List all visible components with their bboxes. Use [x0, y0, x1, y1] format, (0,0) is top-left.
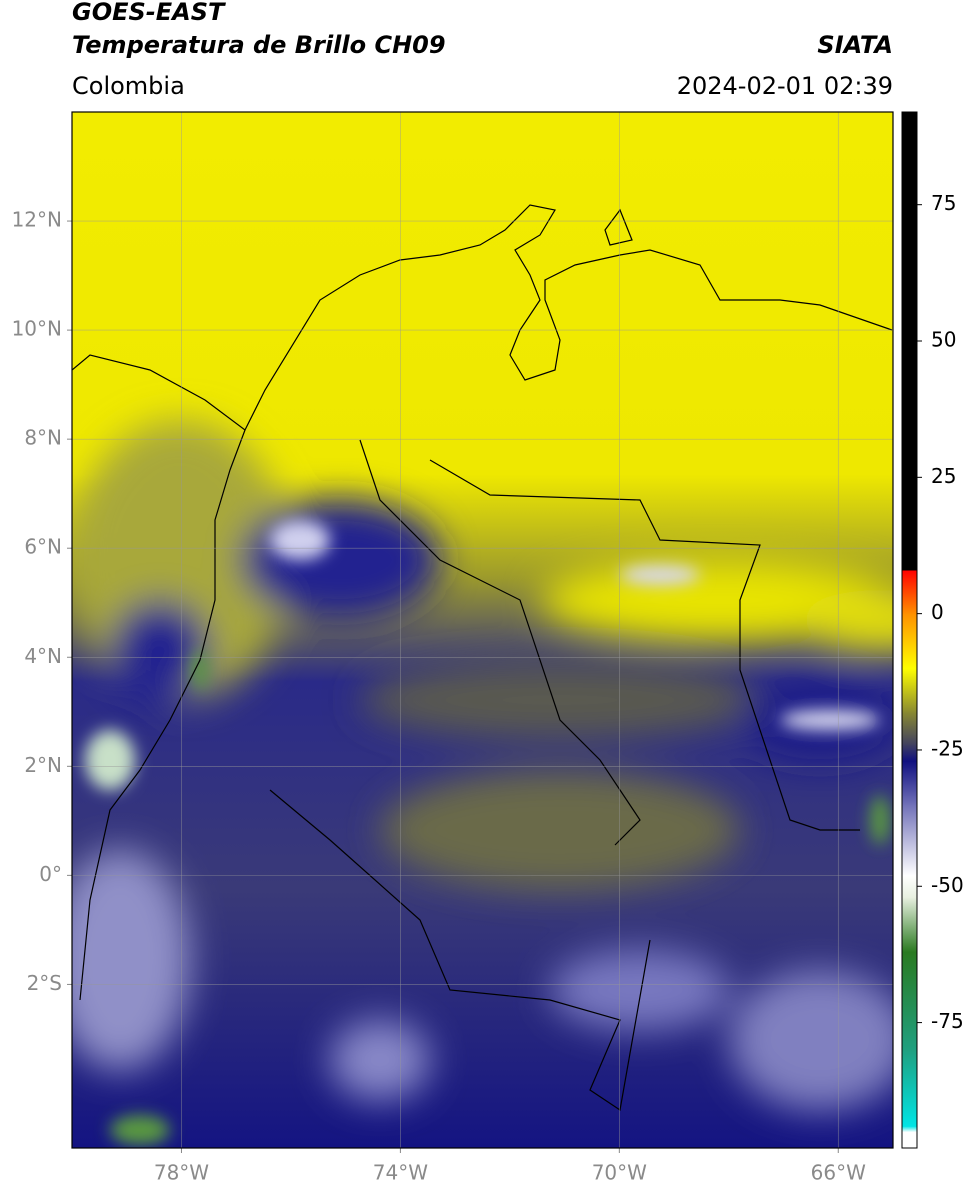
datetime: 2024-02-01 02:39	[677, 72, 893, 100]
y-tick-label: 6°N	[24, 535, 62, 559]
y-tick-label: 2°N	[24, 753, 62, 777]
x-tick-label: 74°W	[373, 1161, 428, 1185]
source: SIATA	[817, 31, 893, 59]
colorbar-tick-label: 75	[931, 191, 956, 215]
satellite-image	[72, 112, 893, 1148]
colorbar-segment	[902, 613, 917, 669]
colorbar-segment	[902, 951, 917, 1051]
colorbar-segment	[902, 744, 917, 762]
colorbar-tick-label: -25	[931, 736, 964, 760]
x-tick-label: 70°W	[592, 1161, 647, 1185]
colorbar-segment	[902, 1049, 917, 1127]
colorbar-segment	[902, 711, 917, 746]
y-tick-label: 8°N	[24, 426, 62, 450]
colorbar-tick-label: -50	[931, 873, 964, 897]
y-tick-label: 2°S	[27, 971, 62, 995]
x-tick-label: 66°W	[811, 1161, 866, 1185]
x-tick-label: 78°W	[154, 1161, 209, 1185]
y-tick-label: 10°N	[12, 317, 62, 341]
colorbar-frame	[901, 111, 918, 1149]
y-tick-label: 0°	[39, 862, 62, 886]
title: GOES-EAST	[72, 0, 226, 26]
colorbar-segment	[902, 112, 917, 571]
colorbar-segment	[902, 668, 917, 713]
colorbar-segment	[902, 897, 917, 953]
colorbar-segment	[902, 804, 917, 876]
subtitle: Temperatura de Brillo CH09	[72, 31, 446, 59]
region: Colombia	[72, 72, 185, 100]
colorbar-segment	[902, 1131, 917, 1149]
colorbar-tick-label: -75	[931, 1009, 964, 1033]
colorbar-segment	[902, 1126, 917, 1133]
y-tick-label: 12°N	[12, 208, 62, 232]
colorbar-segment	[902, 760, 917, 805]
colorbar-segment	[902, 875, 917, 898]
y-tick-label: 4°N	[24, 644, 62, 668]
colorbar-tick-label: 0	[931, 600, 944, 624]
map-frame	[71, 111, 894, 1149]
colorbar-tick-label: 50	[931, 328, 956, 352]
colorbar-segment	[902, 570, 917, 615]
colorbar-tick-label: 25	[931, 464, 956, 488]
